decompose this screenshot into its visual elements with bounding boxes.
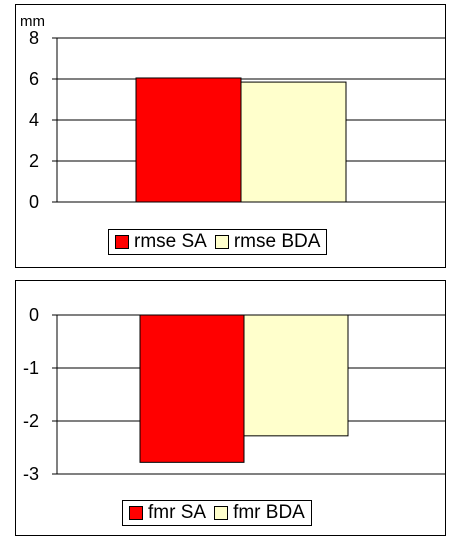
legend-swatch-fmr-sa (129, 506, 143, 520)
fmr-chart-legend: fmr SA fmr BDA (122, 500, 312, 526)
rmse-bar-bda (240, 81, 347, 203)
rmse-y-tick-label: 0 (29, 192, 39, 212)
rmse-y-tick-label: 6 (29, 69, 39, 89)
fmr-bar-sa (139, 314, 245, 463)
fmr-y-tick-label: -3 (23, 464, 39, 484)
fmr-y-tick-label: 0 (29, 305, 39, 325)
legend-swatch-rmse-bda (214, 235, 229, 249)
legend-label-fmr-sa: fmr SA (148, 502, 207, 523)
legend-item-fmr-sa: fmr SA (129, 502, 206, 524)
rmse-y-tick-label: 4 (29, 110, 39, 130)
legend-item-rmse-bda: rmse BDA (214, 231, 321, 253)
rmse-chart-svg: 0 2 4 6 8mm (20, 13, 445, 212)
rmse-chart-legend: rmse SA rmse BDA (108, 229, 328, 255)
legend-swatch-fmr-bda (214, 506, 229, 520)
fmr-bar-bda (243, 314, 349, 437)
rmse-unit-label: mm (20, 13, 45, 30)
fmr-y-tick-label: -2 (23, 411, 39, 431)
rmse-y-tick-label: 8 (29, 28, 39, 48)
rmse-bar-sa (135, 77, 242, 203)
rmse-chart-panel: 0 2 4 6 8 mm rmse SA rmse BDA (15, 4, 446, 268)
legend-label-rmse-sa: rmse SA (134, 231, 207, 252)
fmr-chart-panel: 0 -1 -2 -3 fmr SA fmr BDA (15, 280, 446, 536)
legend-swatch-rmse-sa (115, 235, 129, 249)
legend-label-fmr-bda: fmr BDA (233, 502, 305, 523)
fmr-chart-svg: 0 -1 -2 -3 (23, 305, 445, 484)
legend-item-fmr-bda: fmr BDA (214, 502, 305, 524)
fmr-y-tick-label: -1 (23, 358, 39, 378)
legend-item-rmse-sa: rmse SA (115, 231, 207, 253)
rmse-y-tick-label: 2 (29, 151, 39, 171)
legend-label-rmse-bda: rmse BDA (233, 231, 321, 252)
